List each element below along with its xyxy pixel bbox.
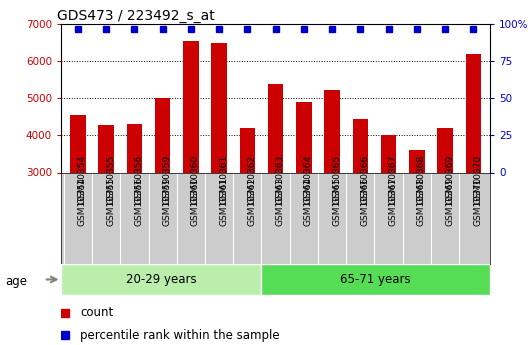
Text: GSM10369: GSM10369: [445, 155, 454, 205]
Text: percentile rank within the sample: percentile rank within the sample: [80, 329, 280, 342]
Text: GSM10360: GSM10360: [191, 155, 200, 205]
Text: GSM10370: GSM10370: [473, 155, 482, 205]
Text: GSM10359: GSM10359: [163, 177, 172, 226]
Bar: [324, 90, 340, 284]
Text: GSM10363: GSM10363: [276, 155, 285, 205]
Bar: [296, 102, 312, 284]
Text: GSM10363: GSM10363: [276, 177, 285, 226]
Text: GSM10367: GSM10367: [388, 177, 398, 226]
Bar: [211, 43, 227, 284]
Text: GSM10364: GSM10364: [304, 177, 313, 226]
Text: GSM10361: GSM10361: [219, 177, 228, 226]
Bar: [381, 135, 396, 284]
Text: GSM10365: GSM10365: [332, 177, 341, 226]
Bar: [409, 150, 425, 284]
Text: 20-29 years: 20-29 years: [126, 273, 197, 286]
Text: GSM10370: GSM10370: [473, 177, 482, 226]
Text: GSM10368: GSM10368: [417, 155, 426, 205]
Text: GSM10362: GSM10362: [248, 155, 257, 204]
Bar: [99, 125, 114, 284]
Bar: [437, 128, 453, 284]
Text: 65-71 years: 65-71 years: [340, 273, 411, 286]
Text: age: age: [5, 275, 28, 288]
Text: GSM10364: GSM10364: [304, 155, 313, 204]
Bar: [127, 124, 142, 284]
Bar: [240, 128, 255, 284]
Text: GSM10366: GSM10366: [360, 155, 369, 205]
Text: GSM10356: GSM10356: [135, 155, 144, 205]
Text: GSM10366: GSM10366: [360, 177, 369, 226]
Bar: [155, 98, 170, 284]
Text: GSM10361: GSM10361: [219, 155, 228, 205]
Text: GSM10369: GSM10369: [445, 177, 454, 226]
Text: GSM10355: GSM10355: [106, 177, 115, 226]
Text: GSM10362: GSM10362: [248, 177, 257, 226]
Text: GSM10354: GSM10354: [78, 177, 87, 226]
Text: GSM10365: GSM10365: [332, 155, 341, 205]
Bar: [183, 41, 199, 284]
Text: GSM10367: GSM10367: [388, 155, 398, 205]
Bar: [268, 84, 284, 284]
Text: GSM10355: GSM10355: [106, 155, 115, 205]
Text: GSM10359: GSM10359: [163, 155, 172, 205]
Bar: [61, 264, 261, 295]
Bar: [465, 54, 481, 284]
Bar: [70, 115, 86, 284]
Text: GSM10354: GSM10354: [78, 155, 87, 204]
Text: GDS473 / 223492_s_at: GDS473 / 223492_s_at: [57, 9, 215, 23]
Text: count: count: [80, 306, 113, 319]
Text: GSM10356: GSM10356: [135, 177, 144, 226]
Bar: [352, 119, 368, 284]
Text: GSM10368: GSM10368: [417, 177, 426, 226]
Bar: [261, 264, 490, 295]
Text: GSM10360: GSM10360: [191, 177, 200, 226]
